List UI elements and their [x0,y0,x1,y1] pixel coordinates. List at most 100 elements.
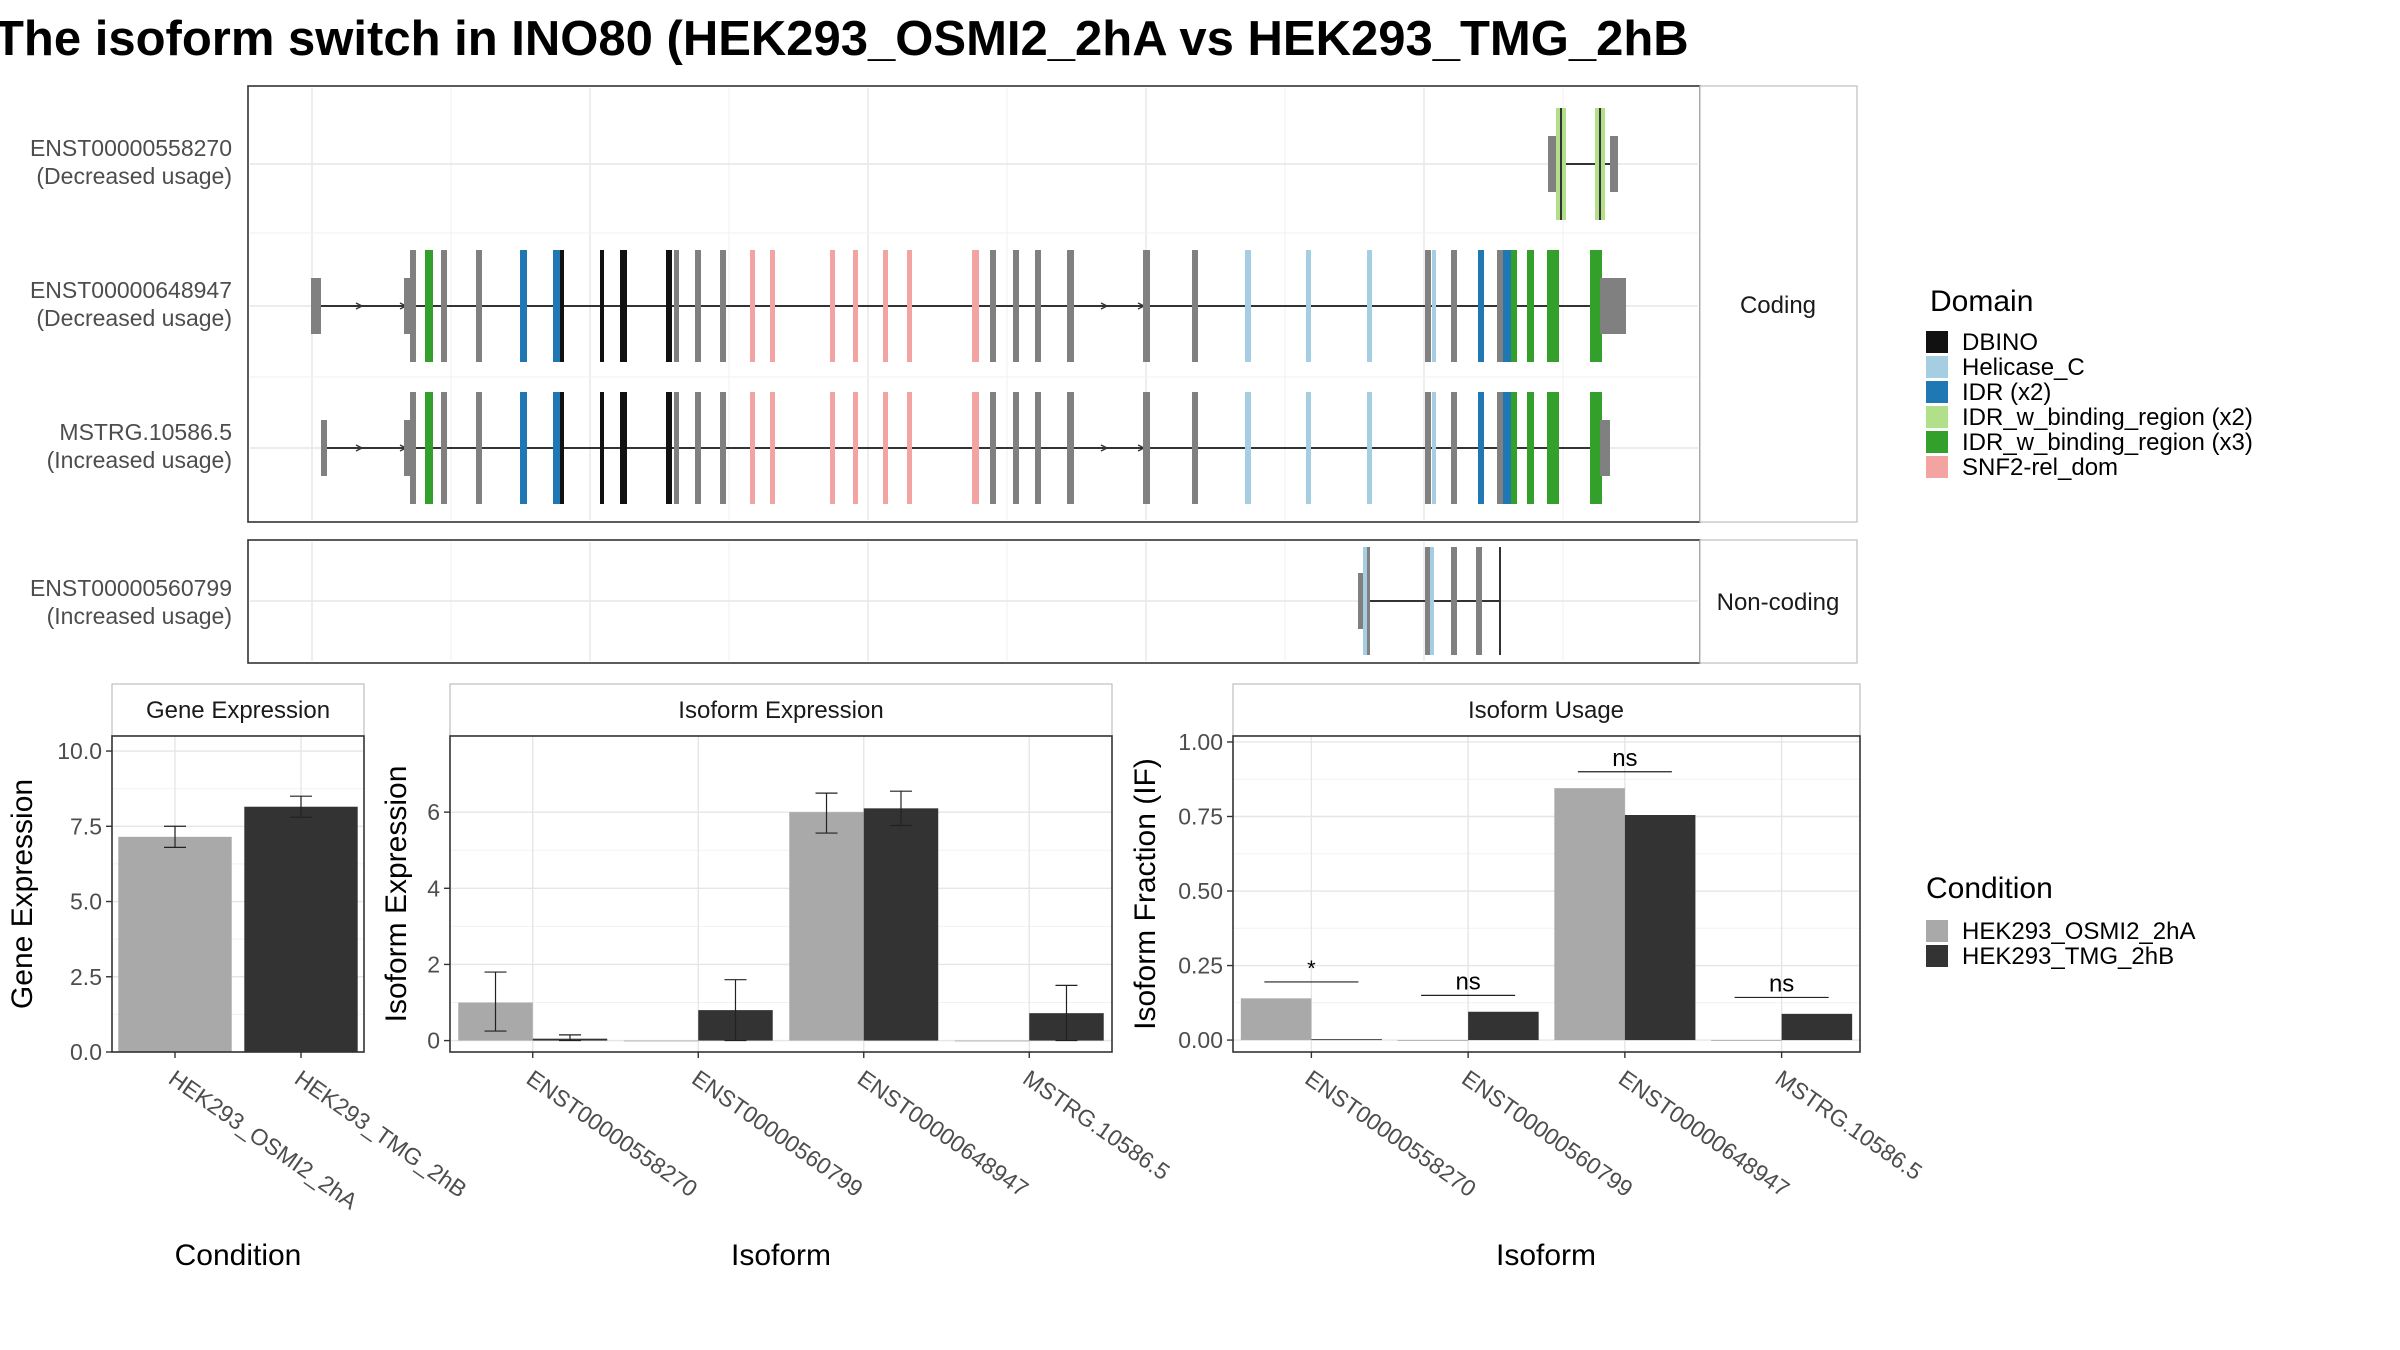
bar-HEK293_OSMI2_2hA [118,836,232,1052]
bar-ENST00000558270-HEK293_TMG_2hB [1311,1039,1382,1041]
y-tick-label: 2.5 [70,964,102,990]
exon-domain [1432,392,1436,504]
exon-domain [750,392,755,504]
exon-domain [1503,250,1511,362]
exon-domain [1306,392,1311,504]
exon-domain [770,250,775,362]
exon-coding [1035,250,1041,362]
exon-coding [1067,392,1074,504]
legend-key-DBINO [1926,331,1948,353]
exon-utr [1600,278,1626,334]
exon-utr [311,278,321,334]
y-tick-label: 0 [427,1028,440,1054]
exon-domain [620,250,627,362]
track-label-ENST00000648947: ENST00000648947 [30,277,232,303]
exon-domain [1547,392,1559,504]
bar-MSTRG.10586.5-HEK293_OSMI2_2hA [1711,1040,1782,1041]
track-label-MSTRG.10586.5: MSTRG.10586.5 [59,419,232,445]
structure-panel-noncoding: Non-coding [247,539,1858,664]
strip-coding: Coding [1740,292,1816,319]
x-tick-label: MSTRG.10586.5 [1771,1065,1927,1185]
track-usage-ENST00000648947: (Decreased usage) [36,305,232,331]
exon-domain [560,250,564,362]
exon-noncoding [1425,547,1430,655]
exon-coding [1497,250,1503,362]
exon-domain [972,250,979,362]
exon-domain [1527,392,1534,504]
exon-domain [1590,250,1602,362]
exon-coding [990,250,996,362]
exon-coding [1013,392,1019,504]
exon-domain [600,392,604,504]
y-tick-label: 10.0 [57,738,102,764]
exon-domain [1511,250,1517,362]
exon-domain [1367,250,1372,362]
exon-utr [1600,420,1610,476]
x-tick-label: ENST00000648947 [1614,1065,1794,1202]
legend-label: HEK293_TMG_2hB [1962,943,2174,970]
y-tick-label: 0.75 [1178,803,1223,829]
exon-domain [560,392,564,504]
chart-isoform-expression-title: Isoform Expression [678,697,883,724]
plot-border [111,735,365,1053]
exon-domain [972,392,979,504]
plot-area [450,736,1112,1052]
legend-key-SNF2-rel-dom [1926,456,1948,478]
exon-utr [1358,573,1364,629]
x-tick-label: ENST00000648947 [853,1065,1033,1202]
legend-key-condition [1926,920,1948,942]
track-usage-MSTRG.10586.5: (Increased usage) [47,447,232,473]
exon-boundary [1560,108,1562,220]
y-tick-label: 7.5 [70,813,102,839]
exon-domain [425,250,433,362]
exon-domain [883,250,888,362]
significance-label: ns [1612,745,1637,772]
bar-ENST00000558270-HEK293_OSMI2_2hA [1240,998,1312,1041]
exon-utr [404,420,410,476]
chart-isoform-usage-title: Isoform Usage [1468,697,1624,724]
y-tick-label: 1.00 [1178,729,1223,755]
significance-label: * [1307,956,1316,981]
exon-domain [907,250,912,362]
exon-domain [1306,250,1311,362]
significance-label: ns [1769,970,1794,997]
exon-domain [1245,250,1251,362]
legend-label: HEK293_OSMI2_2hA [1962,918,2195,945]
exon-utr [1610,136,1618,192]
exon-domain [1503,392,1511,504]
legend-key-IDR-x2- [1926,381,1948,403]
exon-coding [1035,392,1041,504]
bar-HEK293_TMG_2hB [244,806,358,1052]
significance-label: ns [1455,968,1480,995]
bar-ENST00000648947-HEK293_OSMI2_2hA [1554,788,1625,1041]
exon-noncoding [1476,547,1482,655]
y-tick-label: 0.00 [1178,1027,1223,1053]
exon-coding [410,250,416,362]
chart-gene-expression-ylabel: Gene Expression [6,779,39,1009]
exon-coding [410,392,416,504]
legend-key-IDR-w-binding-region-x2- [1926,406,1948,428]
x-tick-label: ENST00000560799 [1457,1065,1637,1202]
exon-domain [553,392,562,504]
bar-ENST00000648947-HEK293_TMG_2hB [863,808,939,1041]
exon-coding [720,250,726,362]
exon-domain [666,250,672,362]
exon-coding [1497,392,1503,504]
exon-coding [1425,250,1431,362]
chart-gene-expression-title: Gene Expression [146,697,330,724]
exon-coding [1451,250,1457,362]
exon-domain [1432,250,1436,362]
exon-coding [990,392,996,504]
exon-domain [600,250,604,362]
strand-arrow [1100,302,1109,310]
exon-domain [853,250,858,362]
exon-coding [1143,392,1150,504]
exon-domain [750,250,755,362]
strand-arrow [355,302,364,310]
exon-domain [520,250,527,362]
bar-ENST00000648947-HEK293_OSMI2_2hA [789,812,864,1041]
exon-boundary [1599,108,1601,220]
chart-isoform-expression-ylabel: Isoform Expression [380,766,413,1023]
plot-border [1232,735,1861,1053]
